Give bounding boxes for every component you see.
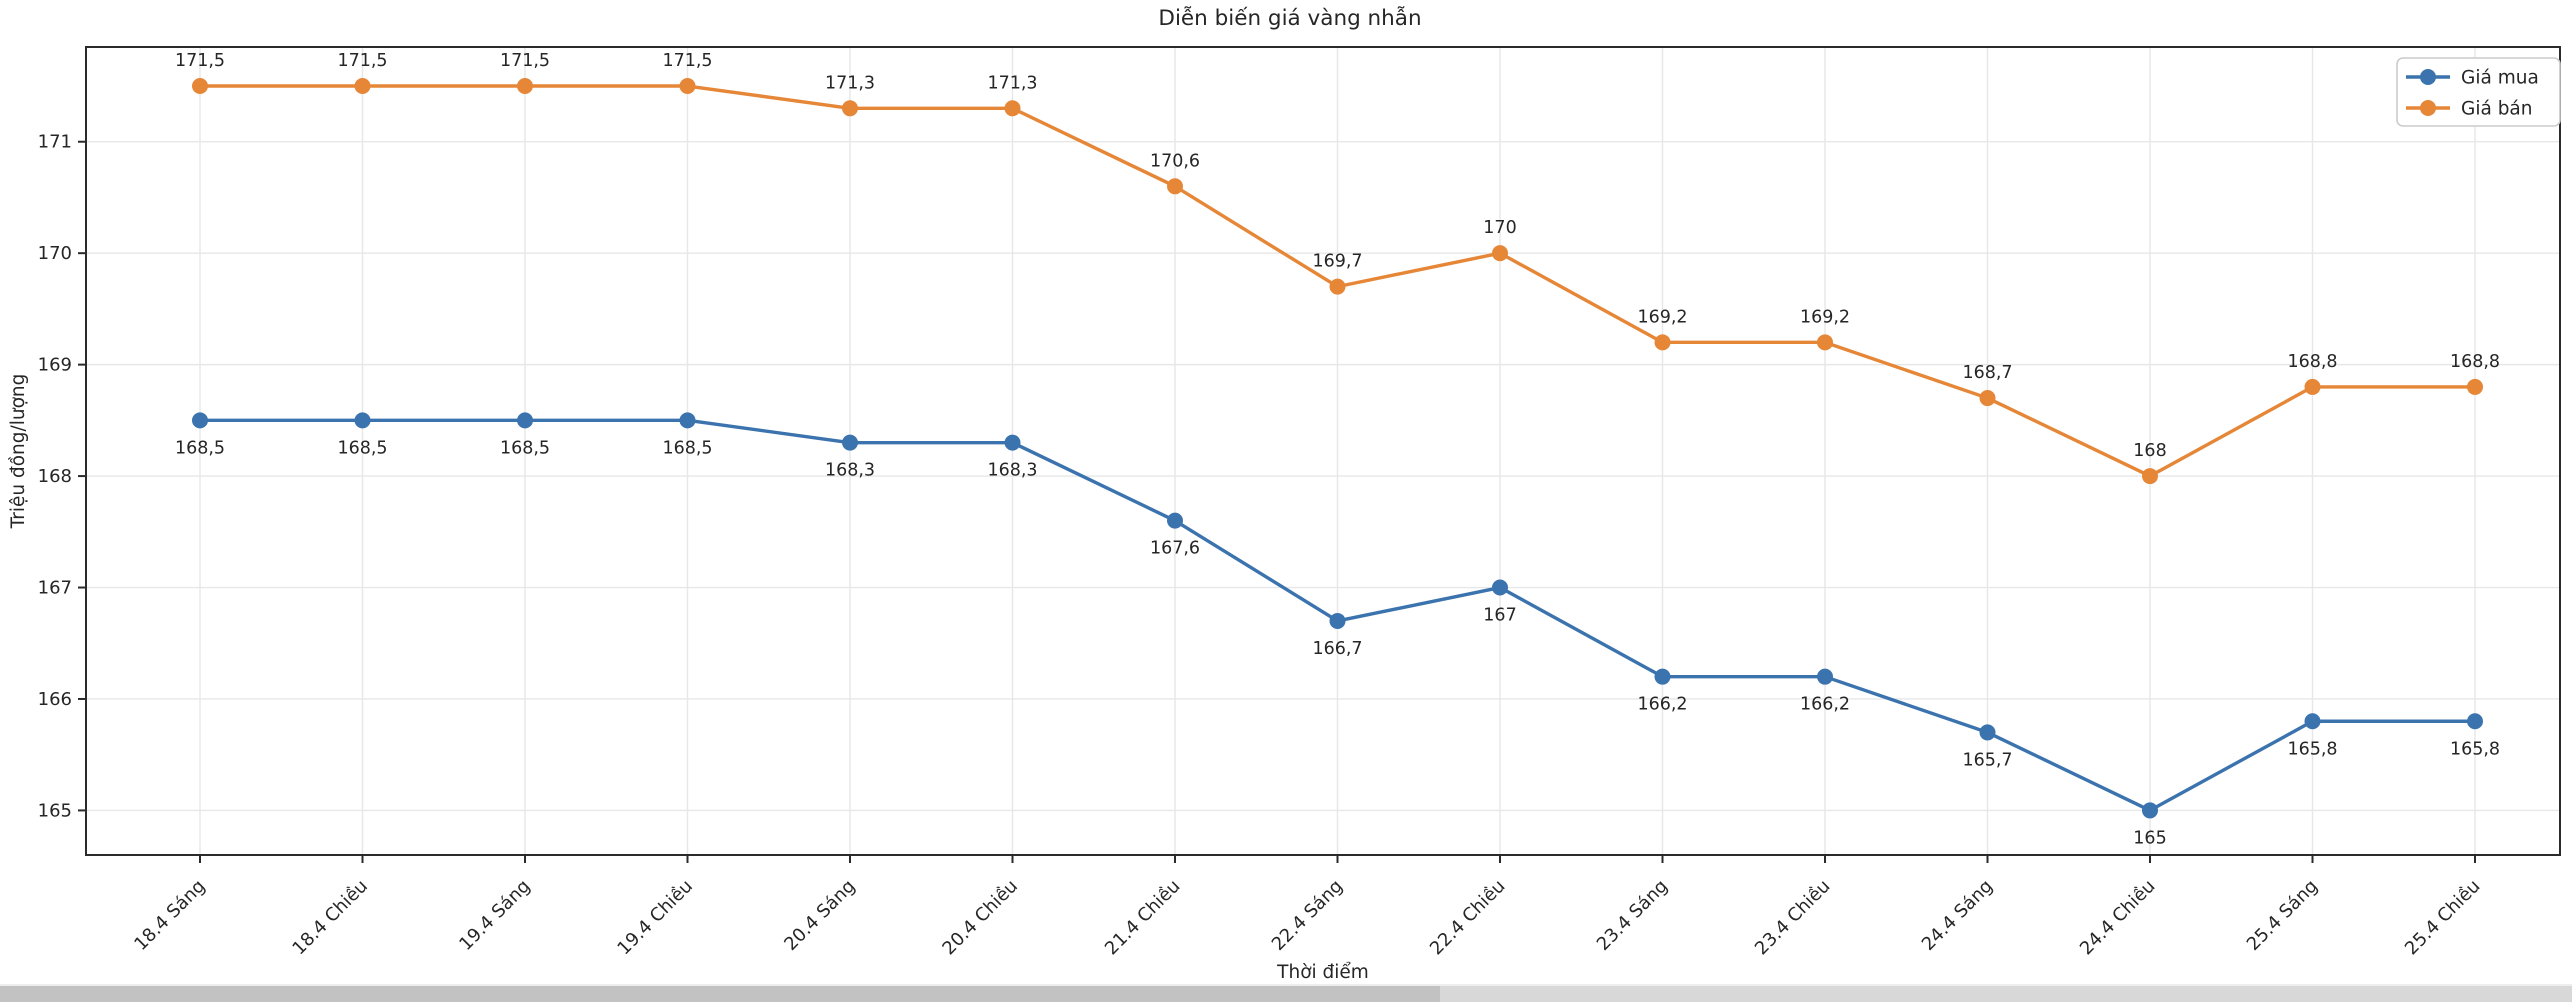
data-point-label: 166,2 (1637, 695, 1687, 715)
x-tick-label: 18.4 Chiều (288, 876, 372, 960)
x-tick-label: 20.4 Sáng (780, 876, 859, 955)
data-point-label: 167,6 (1150, 539, 1200, 559)
legend-marker (2420, 100, 2436, 116)
y-tick-label: 169 (38, 355, 72, 376)
data-point-marker (1979, 390, 1996, 407)
chart-title: Diễn biến giá vàng nhẫn (1158, 5, 1421, 31)
horizontal-scrollbar-thumb[interactable] (0, 986, 1440, 1002)
data-point-label: 171,3 (987, 73, 1037, 93)
data-point-marker (842, 434, 858, 451)
data-point-label: 166,7 (1312, 639, 1362, 659)
y-axis-title: Triệu đồng/lượng (8, 374, 29, 530)
legend-label: Giá bán (2461, 99, 2533, 120)
x-tick-label: 25.4 Sáng (2243, 876, 2322, 955)
x-tick-label: 23.4 Sáng (1593, 876, 1672, 955)
data-point-marker (517, 412, 533, 429)
x-tick-label: 25.4 Chiều (2401, 876, 2485, 960)
x-tick-label: 19.4 Sáng (455, 876, 534, 955)
legend-marker (2420, 69, 2436, 85)
data-point-marker (192, 78, 208, 95)
y-tick-label: 168 (38, 466, 72, 487)
data-point-marker (1654, 334, 1671, 351)
x-tick-label: 21.4 Chiều (1101, 876, 1185, 960)
data-point-label: 169,2 (1800, 307, 1850, 327)
x-axis-title: Thời điểm (1276, 962, 1369, 983)
data-point-label: 170,6 (1150, 151, 1200, 171)
data-point-marker (842, 100, 858, 117)
data-point-label: 168,5 (662, 438, 712, 458)
data-point-marker (354, 412, 371, 429)
data-point-label: 168,3 (825, 461, 875, 481)
data-point-marker (2467, 713, 2483, 730)
y-tick-label: 170 (38, 243, 72, 264)
data-point-label: 168,7 (1962, 363, 2012, 383)
y-tick-label: 166 (38, 689, 72, 710)
plot-border (85, 46, 2561, 856)
data-point-label: 168,8 (2450, 352, 2500, 372)
data-point-marker (679, 412, 696, 429)
y-tick-label: 165 (38, 800, 72, 821)
data-point-label: 165,7 (1962, 750, 2012, 770)
data-point-label: 168 (2133, 441, 2166, 461)
data-point-label: 165,8 (2450, 739, 2500, 759)
horizontal-scrollbar[interactable] (0, 984, 2572, 1002)
data-point-marker (1492, 579, 1508, 596)
data-point-marker (1167, 178, 1183, 195)
data-point-label: 168,8 (2287, 352, 2337, 372)
data-point-label: 168,5 (175, 438, 225, 458)
data-point-label: 165 (2133, 828, 2166, 848)
data-point-marker (1167, 512, 1183, 529)
x-tick-label: 22.4 Chiều (1426, 876, 1510, 960)
data-point-label: 171,3 (825, 73, 875, 93)
data-point-marker (517, 78, 533, 95)
y-tick-label: 167 (38, 578, 72, 599)
data-point-label: 171,5 (662, 51, 712, 71)
data-point-label: 168,5 (500, 438, 550, 458)
data-point-label: 168,3 (987, 461, 1037, 481)
x-tick-label: 20.4 Chiều (938, 876, 1022, 960)
data-point-label: 171,5 (337, 51, 387, 71)
data-point-marker (1817, 668, 1833, 685)
data-point-marker (1329, 278, 1346, 295)
data-point-label: 171,5 (500, 51, 550, 71)
y-tick-label: 171 (38, 132, 72, 153)
data-point-label: 168,5 (337, 438, 387, 458)
data-point-label: 166,2 (1800, 695, 1850, 715)
data-point-label: 171,5 (175, 51, 225, 71)
data-point-marker (1654, 668, 1671, 685)
legend-label: Giá mua (2461, 68, 2539, 89)
data-point-marker (1004, 100, 1021, 117)
data-point-marker (2304, 713, 2321, 730)
x-tick-label: 24.4 Chiều (2076, 876, 2160, 960)
data-point-label: 165,8 (2287, 739, 2337, 759)
x-tick-label: 18.4 Sáng (130, 876, 209, 955)
x-tick-label: 24.4 Sáng (1918, 876, 1997, 955)
data-point-marker (2142, 468, 2158, 485)
data-point-marker (679, 78, 696, 95)
data-point-marker (192, 412, 208, 429)
data-point-marker (1004, 434, 1021, 451)
data-point-label: 167 (1483, 606, 1516, 626)
data-point-marker (2304, 378, 2321, 395)
data-point-marker (354, 78, 371, 95)
x-tick-label: 22.4 Sáng (1268, 876, 1347, 955)
data-point-label: 170 (1483, 218, 1516, 238)
data-point-marker (1979, 724, 1996, 741)
data-point-marker (1492, 245, 1508, 262)
data-point-marker (2467, 378, 2483, 395)
x-tick-label: 23.4 Chiều (1751, 876, 1835, 960)
data-point-marker (2142, 802, 2158, 819)
x-tick-label: 19.4 Chiều (613, 876, 697, 960)
data-point-marker (1329, 612, 1346, 629)
data-point-label: 169,2 (1637, 307, 1687, 327)
data-point-label: 169,7 (1312, 252, 1362, 272)
data-point-marker (1817, 334, 1833, 351)
